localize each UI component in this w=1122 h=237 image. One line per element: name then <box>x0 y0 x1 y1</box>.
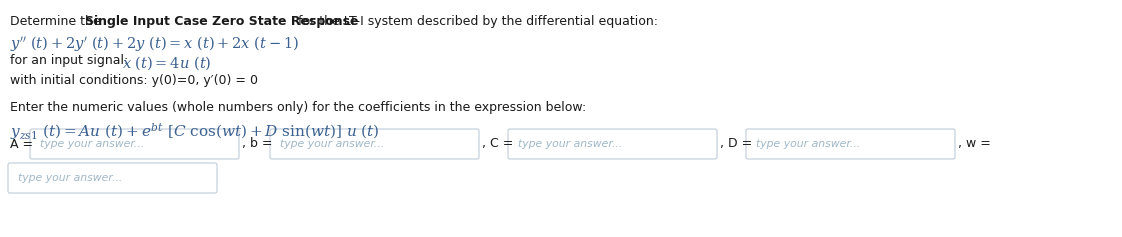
Text: type your answer...: type your answer... <box>756 139 861 149</box>
FancyBboxPatch shape <box>746 129 955 159</box>
Text: , b =: , b = <box>242 137 273 150</box>
FancyBboxPatch shape <box>270 129 479 159</box>
Text: , C =: , C = <box>482 137 514 150</box>
Text: type your answer...: type your answer... <box>18 173 122 183</box>
Text: $x\ (t) = 4u\ (t)$: $x\ (t) = 4u\ (t)$ <box>122 54 212 72</box>
Text: $y_{zs1}\ (t) = Au\ (t) + e^{bt}\ [C\ \mathrm{cos}(wt) + D\ \mathrm{sin}(wt)]\ u: $y_{zs1}\ (t) = Au\ (t) + e^{bt}\ [C\ \m… <box>10 121 379 142</box>
Text: with initial conditions: y(0)=0, y′(0) = 0: with initial conditions: y(0)=0, y′(0) =… <box>10 74 258 87</box>
Text: Enter the numeric values (whole numbers only) for the coefficients in the expres: Enter the numeric values (whole numbers … <box>10 101 587 114</box>
Text: , w =: , w = <box>958 137 991 150</box>
Text: type your answer...: type your answer... <box>518 139 623 149</box>
Text: type your answer...: type your answer... <box>280 139 385 149</box>
Text: Single Input Case Zero State Response: Single Input Case Zero State Response <box>85 15 358 28</box>
Text: $y''\ (t) + 2y'\ (t) + 2y\ (t) = x\ (t) + 2x\ (t-1)$: $y''\ (t) + 2y'\ (t) + 2y\ (t) = x\ (t) … <box>10 34 300 53</box>
Text: for the LT-I system described by the differential equation:: for the LT-I system described by the dif… <box>294 15 657 28</box>
FancyBboxPatch shape <box>508 129 717 159</box>
Text: A =: A = <box>10 137 34 150</box>
Text: Determine the: Determine the <box>10 15 104 28</box>
Text: for an input signal:: for an input signal: <box>10 54 132 67</box>
FancyBboxPatch shape <box>30 129 239 159</box>
Text: type your answer...: type your answer... <box>40 139 145 149</box>
Text: , D =: , D = <box>720 137 752 150</box>
FancyBboxPatch shape <box>8 163 217 193</box>
